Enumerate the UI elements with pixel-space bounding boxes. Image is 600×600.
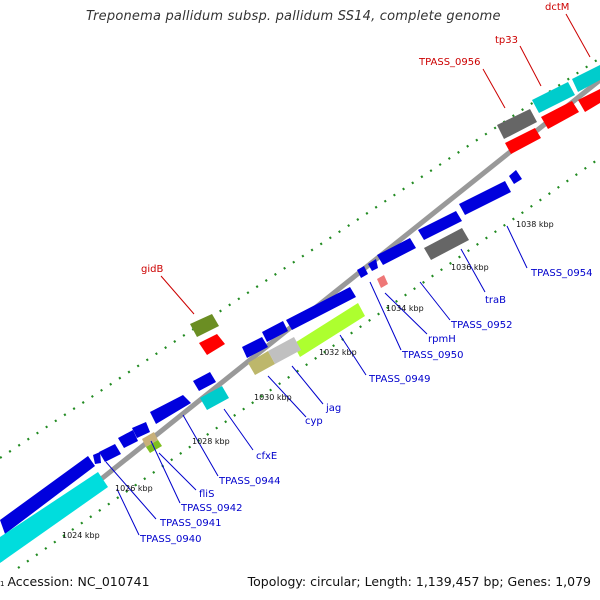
label-trab[interactable]: traB [485,295,506,306]
scale-1024: 1024 kbp [62,531,100,540]
label-tpass0949[interactable]: TPASS_0949 [368,374,430,385]
label-rpmh[interactable]: rpmH [428,334,456,345]
footer-index: 1 [0,580,5,588]
label-tpass0952[interactable]: TPASS_0952 [450,320,512,331]
label-tp33[interactable]: tp33 [495,35,518,46]
feature-blue-13[interactable] [377,238,416,265]
footer-accession: 1 Accession: NC_010741 [0,574,150,589]
feature-red-upper-3[interactable] [578,89,600,112]
label-gidb[interactable]: gidB [141,264,163,275]
callout-jag [291,365,324,405]
feature-blue-12[interactable] [368,259,378,271]
feature-khaki[interactable] [248,351,275,375]
feature-cyan-lower[interactable] [0,472,108,563]
scale-labels: 1024 kbp 1026 kbp 1028 kbp 1030 kbp 1032… [62,220,554,540]
feature-cyan-upper-2[interactable] [572,65,600,92]
label-flis[interactable]: fliS [199,489,214,500]
callout-tp33 [519,45,542,87]
callout-tpass0956 [482,68,506,109]
callout-tpass0954 [506,225,528,269]
label-tpass0940[interactable]: TPASS_0940 [139,534,201,545]
feature-blue-3[interactable] [99,444,121,462]
feature-blue-14[interactable] [418,211,462,240]
scale-1034: 1034 kbp [386,304,424,313]
feature-blue-11[interactable] [357,266,368,278]
scale-1038: 1038 kbp [516,220,554,229]
feature-blue-8[interactable] [242,337,268,358]
feature-blue-6[interactable] [150,395,191,424]
feature-blue-10[interactable] [286,287,356,330]
label-tpass0942[interactable]: TPASS_0942 [180,503,242,514]
map-title: Treponema pallidum subsp. pallidum SS14,… [86,9,501,24]
feature-blue-16[interactable] [509,170,522,184]
feature-olive-upper[interactable] [190,314,219,337]
label-cyp[interactable]: cyp [305,416,323,427]
scale-1026: 1026 kbp [115,484,153,493]
feature-blue-15[interactable] [459,181,511,215]
label-tpass0954[interactable]: TPASS_0954 [530,268,592,279]
scale-1036: 1036 kbp [451,263,489,272]
feature-silver[interactable] [268,337,301,364]
callout-tpass0944 [182,414,219,477]
callout-lines [105,225,528,536]
accession-text: Accession: NC_010741 [7,574,150,589]
feature-pink[interactable] [377,275,388,288]
callout-tpass0949 [339,334,367,376]
feature-lime[interactable] [293,303,365,357]
callout-tpass0950 [369,281,402,351]
footer-summary: Topology: circular; Length: 1,139,457 bp… [247,574,591,589]
feature-blue-9[interactable] [262,321,288,342]
callout-gidb [160,275,195,315]
feature-cyan-mid[interactable] [200,386,229,410]
tick-guide-upper [0,57,600,459]
label-tpass0956[interactable]: TPASS_0956 [418,57,480,68]
scale-1028: 1028 kbp [192,437,230,446]
feature-lime-small[interactable] [142,432,158,447]
callout-lines-red [160,13,591,315]
callout-trab [460,248,486,293]
feature-red-upper-1[interactable] [505,128,541,154]
feature-red-upper-2[interactable] [541,101,579,129]
feature-blue-2[interactable] [93,452,101,464]
callout-rpmh [384,292,428,335]
label-tpass0941[interactable]: TPASS_0941 [159,518,221,529]
feature-gray-lower[interactable] [424,228,469,260]
callout-cfxe [223,408,254,451]
feature-blue-strand[interactable] [0,456,95,534]
callout-flis [158,452,197,491]
callout-tpass0942 [150,440,181,504]
label-cfxe[interactable]: cfxE [256,451,277,462]
scale-1030: 1030 kbp [254,393,292,402]
callout-cyp [267,375,307,418]
label-tpass0950[interactable]: TPASS_0950 [401,350,463,361]
gene-labels: gidB TPASS_0956 tp33 dctM TPASS_0954 tra… [139,2,592,545]
scale-1032: 1032 kbp [319,348,357,357]
tick-guide-lower [17,157,600,569]
label-dctm[interactable]: dctM [545,2,569,13]
callout-tpass0940 [116,488,140,536]
feature-cyan-upper-1[interactable] [532,82,575,113]
callout-tpass0952 [419,281,451,321]
gene-features [0,65,600,563]
feature-blue-5[interactable] [132,422,150,438]
callout-dctm [565,13,591,58]
label-tpass0944[interactable]: TPASS_0944 [218,476,280,487]
feature-gray-upper[interactable] [497,109,537,139]
feature-blue-4[interactable] [118,430,138,448]
feature-blue-7[interactable] [193,372,216,391]
callout-tpass0941 [105,461,157,520]
feature-red-small[interactable] [199,334,225,355]
label-jag[interactable]: jag [325,403,341,414]
